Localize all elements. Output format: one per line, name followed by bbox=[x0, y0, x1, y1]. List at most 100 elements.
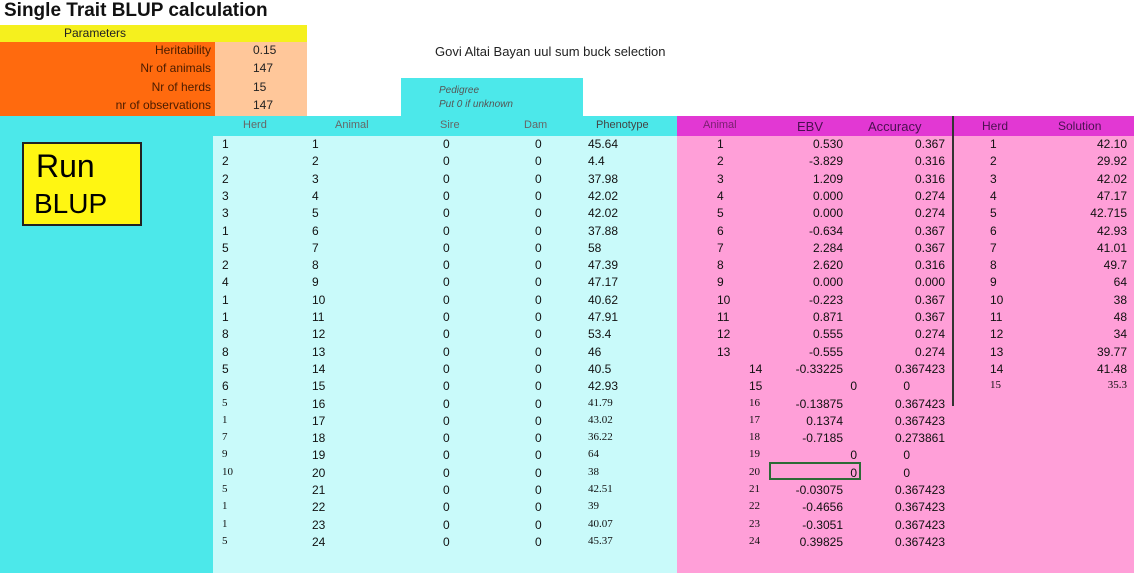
cell-herd[interactable]: 2 bbox=[222, 258, 229, 273]
cell-herd-output[interactable]: 3 bbox=[990, 171, 997, 186]
cell-herd-output[interactable]: 2 bbox=[990, 154, 997, 169]
cell-animal[interactable]: 6 bbox=[312, 223, 319, 238]
cell-dam[interactable]: 0 bbox=[535, 327, 542, 342]
cell-animal-output[interactable]: 15 bbox=[749, 379, 763, 394]
cell-accuracy[interactable]: 0.367423 bbox=[894, 534, 945, 549]
cell-animal[interactable]: 18 bbox=[312, 431, 326, 446]
cell-herd[interactable]: 9 bbox=[222, 448, 228, 461]
cell-animal[interactable]: 20 bbox=[312, 465, 326, 480]
cell-phenotype[interactable]: 47.17 bbox=[588, 275, 619, 290]
cell-herd-output[interactable]: 1 bbox=[990, 137, 997, 151]
cell-solution[interactable]: 39.77 bbox=[1096, 344, 1127, 359]
cell-accuracy[interactable]: 0.367423 bbox=[894, 413, 945, 428]
cell-animal[interactable]: 8 bbox=[312, 258, 319, 273]
cell-herd[interactable]: 8 bbox=[222, 344, 229, 359]
cell-phenotype[interactable]: 42.02 bbox=[588, 188, 619, 203]
cell-animal[interactable]: 2 bbox=[312, 154, 319, 169]
cell-solution[interactable]: 64 bbox=[1113, 275, 1127, 290]
cell-animal-output[interactable]: 16 bbox=[749, 396, 760, 409]
param-value-heritability[interactable]: 0.15 bbox=[253, 43, 277, 57]
cell-dam[interactable]: 0 bbox=[535, 188, 542, 203]
cell-phenotype[interactable]: 42.93 bbox=[588, 379, 619, 394]
cell-phenotype[interactable]: 41.79 bbox=[588, 396, 613, 409]
cell-herd-output[interactable]: 9 bbox=[990, 275, 997, 290]
cell-herd[interactable]: 1 bbox=[222, 292, 229, 307]
cell-herd-output[interactable]: 15 bbox=[990, 379, 1001, 392]
cell-herd[interactable]: 3 bbox=[222, 206, 229, 221]
cell-solution[interactable]: 38 bbox=[1113, 292, 1127, 307]
cell-phenotype[interactable]: 45.37 bbox=[588, 534, 613, 547]
cell-dam[interactable]: 0 bbox=[535, 171, 542, 186]
run-blup-button[interactable]: Run BLUP bbox=[22, 142, 142, 226]
cell-animal[interactable]: 21 bbox=[312, 483, 326, 497]
cell-herd[interactable]: 1 bbox=[222, 223, 229, 238]
cell-dam[interactable]: 0 bbox=[535, 292, 542, 307]
cell-dam[interactable]: 0 bbox=[535, 344, 542, 359]
cell-animal-output[interactable]: 11 bbox=[717, 310, 730, 324]
cell-sire[interactable]: 0 bbox=[443, 327, 450, 342]
cell-animal-output[interactable]: 14 bbox=[749, 361, 763, 376]
cell-ebv[interactable]: -3.829 bbox=[808, 154, 843, 169]
cell-ebv[interactable]: 2.284 bbox=[812, 240, 843, 255]
cell-sire[interactable]: 0 bbox=[443, 517, 450, 532]
cell-accuracy[interactable]: 0.367423 bbox=[894, 483, 945, 497]
cell-accuracy[interactable]: 0.367 bbox=[914, 292, 945, 307]
cell-herd-output[interactable]: 8 bbox=[990, 258, 997, 273]
cell-ebv[interactable]: 0.39825 bbox=[799, 534, 843, 549]
cell-ebv[interactable]: -0.13875 bbox=[795, 396, 843, 411]
cell-ebv[interactable]: -0.4656 bbox=[802, 500, 843, 515]
cell-solution[interactable]: 34 bbox=[1113, 327, 1127, 342]
cell-animal[interactable]: 23 bbox=[312, 517, 326, 532]
cell-dam[interactable]: 0 bbox=[535, 310, 542, 324]
cell-sire[interactable]: 0 bbox=[443, 465, 450, 480]
cell-animal-output[interactable]: 3 bbox=[717, 171, 724, 186]
cell-dam[interactable]: 0 bbox=[535, 223, 542, 238]
cell-accuracy[interactable]: 0 bbox=[903, 465, 910, 480]
cell-phenotype[interactable]: 47.91 bbox=[588, 310, 619, 324]
cell-dam[interactable]: 0 bbox=[535, 361, 542, 376]
cell-animal-output[interactable]: 13 bbox=[717, 344, 731, 359]
cell-animal[interactable]: 12 bbox=[312, 327, 326, 342]
cell-dam[interactable]: 0 bbox=[535, 258, 542, 273]
cell-animal-output[interactable]: 8 bbox=[717, 258, 724, 273]
cell-herd[interactable]: 1 bbox=[222, 413, 228, 426]
cell-herd-output[interactable]: 11 bbox=[990, 310, 1003, 324]
cell-sire[interactable]: 0 bbox=[443, 240, 450, 255]
cell-phenotype[interactable]: 36.22 bbox=[588, 431, 613, 444]
cell-herd-output[interactable]: 4 bbox=[990, 188, 997, 203]
cell-herd[interactable]: 6 bbox=[222, 379, 229, 394]
cell-accuracy[interactable]: 0 bbox=[903, 448, 910, 463]
cell-herd[interactable]: 4 bbox=[222, 275, 229, 290]
cell-animal[interactable]: 1 bbox=[312, 137, 319, 151]
cell-accuracy[interactable]: 0.316 bbox=[914, 258, 945, 273]
cell-animal-output[interactable]: 6 bbox=[717, 223, 724, 238]
cell-accuracy[interactable]: 0.274 bbox=[914, 188, 945, 203]
cell-animal-output[interactable]: 18 bbox=[749, 431, 760, 444]
cell-phenotype[interactable]: 58 bbox=[588, 240, 602, 255]
cell-accuracy[interactable]: 0.367423 bbox=[894, 361, 945, 376]
cell-animal-output[interactable]: 5 bbox=[717, 206, 724, 221]
cell-herd-output[interactable]: 12 bbox=[990, 327, 1004, 342]
cell-animal-output[interactable]: 2 bbox=[717, 154, 724, 169]
cell-accuracy[interactable]: 0.273861 bbox=[894, 431, 945, 446]
cell-phenotype[interactable]: 37.88 bbox=[588, 223, 619, 238]
cell-sire[interactable]: 0 bbox=[443, 223, 450, 238]
cell-ebv[interactable]: 1.209 bbox=[812, 171, 843, 186]
cell-ebv[interactable]: 0 bbox=[850, 379, 857, 394]
cell-accuracy[interactable]: 0.274 bbox=[914, 344, 945, 359]
cell-phenotype[interactable]: 42.51 bbox=[588, 483, 613, 495]
cell-phenotype[interactable]: 40.62 bbox=[588, 292, 619, 307]
cell-sire[interactable]: 0 bbox=[443, 344, 450, 359]
cell-ebv[interactable]: -0.03075 bbox=[795, 483, 843, 497]
cell-phenotype[interactable]: 40.07 bbox=[588, 517, 613, 530]
cell-animal[interactable]: 17 bbox=[312, 413, 326, 428]
cell-dam[interactable]: 0 bbox=[535, 396, 542, 411]
cell-ebv[interactable]: 0.530 bbox=[812, 137, 843, 151]
cell-sire[interactable]: 0 bbox=[443, 413, 450, 428]
cell-herd[interactable]: 3 bbox=[222, 188, 229, 203]
cell-sire[interactable]: 0 bbox=[443, 379, 450, 394]
cell-accuracy[interactable]: 0.000 bbox=[914, 275, 945, 290]
cell-ebv[interactable]: -0.555 bbox=[808, 344, 843, 359]
cell-solution[interactable]: 35.3 bbox=[1107, 379, 1127, 392]
cell-sire[interactable]: 0 bbox=[443, 534, 450, 549]
